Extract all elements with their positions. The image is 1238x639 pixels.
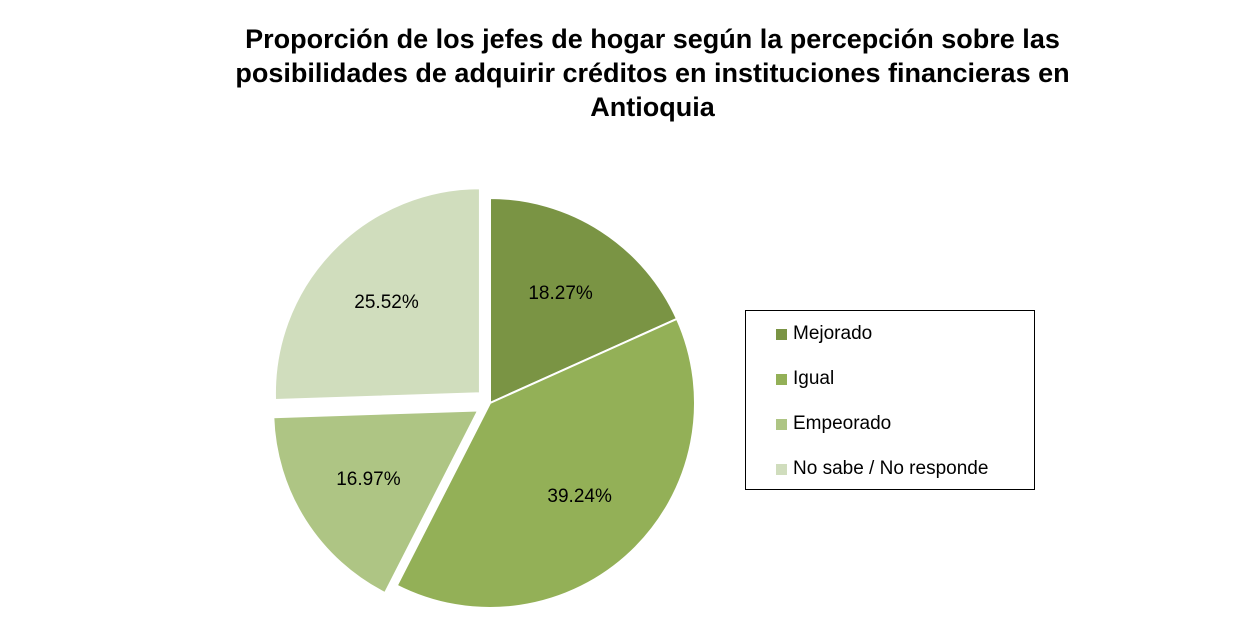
pie-data-labels: 18.27% 39.24% 16.97% 25.52%: [336, 283, 612, 507]
pie-slice-mejorado: [489, 196, 679, 405]
legend-swatch: [776, 328, 787, 340]
pie-slice-no-sabe-no-responde: [274, 187, 481, 401]
data-label: 25.52%: [354, 292, 419, 313]
legend-label: Empeorado: [793, 413, 892, 434]
pie-slices: [272, 187, 696, 609]
data-label: 39.24%: [547, 486, 612, 507]
pie-slice-igual: [395, 317, 696, 609]
legend-label: No sabe / No responde: [793, 458, 989, 479]
data-label: 16.97%: [336, 469, 401, 490]
legend-swatch: [776, 418, 787, 430]
legend-swatch: [776, 373, 787, 385]
legend: Mejorado Igual Empeorado No sabe / No respo…: [745, 310, 1035, 490]
pie-slice-empeorado: [272, 409, 480, 595]
legend-item: Empeorado: [776, 412, 891, 436]
data-label: 18.27%: [528, 283, 593, 304]
legend-item: Igual: [776, 367, 834, 391]
legend-item: Mejorado: [776, 322, 872, 346]
legend-item: No sabe / No responde: [776, 457, 988, 481]
chart-title: Proporción de los jefes de hogar según l…: [235, 24, 1070, 122]
legend-label: Igual: [793, 368, 835, 389]
legend-label: Mejorado: [793, 323, 873, 344]
legend-swatch: [776, 463, 787, 475]
